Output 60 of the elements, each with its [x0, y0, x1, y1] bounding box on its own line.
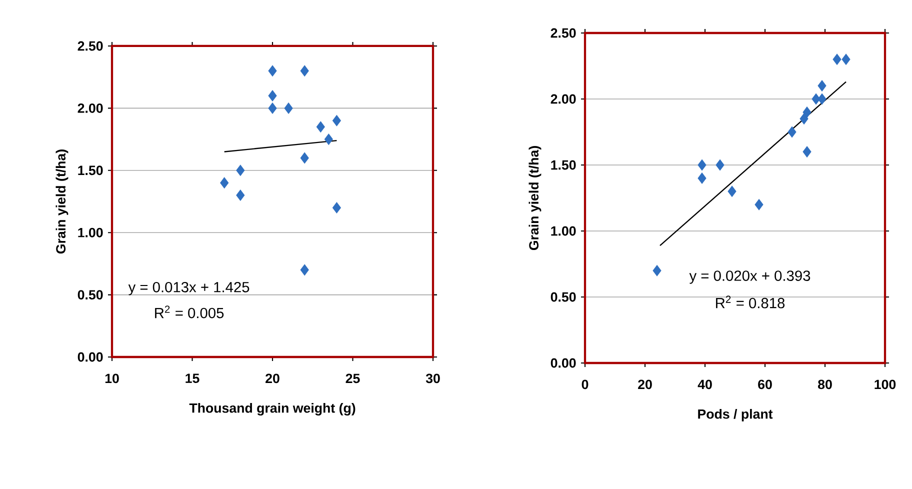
y-tick-label: 1.00 [551, 226, 576, 236]
point [268, 65, 277, 76]
point [300, 65, 309, 76]
point [332, 202, 341, 214]
x-tick-label: 15 [186, 374, 200, 384]
point [652, 264, 662, 276]
y-tick-label: 1.50 [78, 166, 103, 176]
x-tick-label: 25 [346, 374, 360, 384]
x-tick-label: 10 [105, 374, 119, 384]
annotation: y = 0.013x + 1.425 [128, 282, 250, 296]
point [812, 93, 820, 105]
x-tick-label: 60 [758, 380, 772, 390]
point [268, 90, 277, 102]
y-axis-title: Grain yield (t/ha) [528, 146, 542, 250]
point [236, 190, 245, 201]
y-tick-label: 0.00 [78, 352, 103, 362]
point [842, 54, 850, 65]
annotation: y = 0.020x + 0.393 [689, 270, 810, 284]
point [802, 106, 812, 118]
y-tick-label: 0.50 [550, 292, 576, 302]
point [220, 177, 229, 188]
point [236, 164, 245, 176]
y-tick-label: 1.00 [78, 228, 103, 238]
x-tick-label: 80 [818, 380, 832, 390]
y-tick-label: 1.50 [551, 160, 576, 170]
x-tick-label: 20 [266, 374, 280, 384]
x-tick-label: 40 [698, 380, 712, 390]
x-axis-title: Pods / plant [698, 408, 773, 422]
y-tick-label: 0.00 [550, 358, 576, 368]
point [716, 159, 724, 171]
point [788, 126, 796, 138]
x-axis-title: Thousand grain weight (g) [189, 402, 356, 416]
x-tick-label: 30 [426, 374, 440, 384]
point [300, 264, 309, 276]
y-tick-label: 2.50 [550, 28, 576, 38]
point [284, 102, 293, 114]
point [818, 93, 826, 105]
point [728, 186, 736, 198]
point [698, 159, 706, 171]
point [802, 146, 812, 158]
x-tick-label: 20 [638, 380, 652, 390]
x-tick-label: 0 [582, 380, 588, 390]
point [316, 121, 325, 132]
y-tick-label: 2.50 [78, 41, 103, 51]
y-tick-label: 2.00 [550, 94, 576, 104]
x-tick-label: 100 [874, 380, 896, 390]
point [324, 134, 333, 145]
point [800, 113, 808, 124]
point [818, 80, 826, 92]
point [332, 115, 341, 126]
annotation: R$^{2}$ = 0.818 [716, 296, 785, 308]
point [754, 198, 764, 210]
y-axis-title: Grain yield (t/ha) [56, 150, 68, 254]
point [300, 152, 309, 164]
point [698, 172, 706, 184]
annotation: R$^{2}$ = 0.005 [155, 306, 224, 318]
y-tick-label: 2.00 [78, 103, 103, 113]
y-tick-label: 0.50 [78, 290, 103, 300]
point [268, 102, 277, 114]
point [832, 54, 842, 65]
